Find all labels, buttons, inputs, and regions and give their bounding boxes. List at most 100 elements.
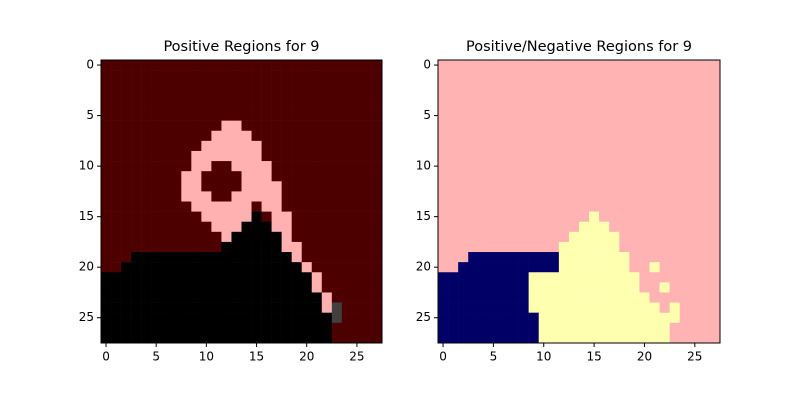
y-tick-label: 20	[416, 260, 431, 274]
cell	[361, 130, 373, 142]
cell	[488, 332, 499, 344]
cell	[659, 231, 670, 243]
cell	[558, 150, 570, 162]
cell	[448, 110, 459, 121]
cell	[341, 231, 353, 243]
cell	[371, 80, 383, 91]
cell	[231, 120, 242, 132]
cell	[261, 130, 272, 142]
cell	[271, 181, 282, 192]
cell	[101, 322, 112, 334]
cell	[528, 70, 540, 81]
cell	[438, 60, 449, 71]
cell	[141, 130, 152, 142]
cell	[488, 312, 499, 324]
cell	[261, 241, 272, 253]
cell	[568, 221, 580, 233]
cell	[709, 262, 721, 273]
cell	[151, 110, 162, 121]
cell	[351, 161, 363, 172]
cell	[191, 110, 202, 121]
cell	[649, 252, 660, 263]
cell	[669, 262, 681, 273]
cell	[341, 262, 353, 273]
cell	[121, 231, 132, 243]
cell	[331, 211, 343, 223]
cell	[221, 60, 232, 71]
cell	[241, 312, 252, 324]
cell	[609, 252, 620, 263]
cell	[231, 60, 242, 71]
cell	[121, 130, 132, 142]
cell	[528, 211, 540, 223]
cell	[161, 140, 172, 152]
cell	[699, 282, 711, 293]
cell	[438, 252, 449, 263]
cell	[649, 110, 660, 121]
cell	[181, 140, 192, 152]
cell	[538, 292, 550, 303]
cell	[321, 150, 333, 162]
cell	[211, 221, 222, 233]
cell	[438, 80, 449, 91]
cell	[669, 140, 681, 152]
cell	[251, 161, 262, 172]
cell	[131, 231, 142, 243]
cell	[609, 292, 620, 303]
cell	[161, 110, 172, 121]
cell	[111, 211, 122, 223]
cell	[589, 171, 600, 182]
cell	[281, 211, 292, 223]
x-tick-label: 0	[102, 350, 110, 364]
cell	[689, 140, 701, 152]
cell	[201, 211, 212, 223]
cell	[689, 292, 701, 303]
cell	[468, 201, 479, 212]
cell	[568, 110, 580, 121]
cell	[231, 181, 242, 192]
cell	[331, 282, 343, 293]
cell	[528, 272, 540, 283]
cell	[458, 332, 469, 344]
cell	[508, 322, 519, 334]
y-tick-label: 0	[423, 58, 431, 72]
cell	[649, 282, 660, 293]
cell	[579, 292, 590, 303]
cell	[589, 120, 600, 132]
cell	[498, 140, 509, 152]
cell	[271, 332, 282, 344]
cell	[161, 150, 172, 162]
cell	[241, 322, 252, 334]
cell	[629, 302, 640, 313]
cell	[478, 211, 489, 223]
cell	[171, 211, 182, 223]
cell	[589, 221, 600, 233]
cell	[141, 292, 152, 303]
cell	[211, 191, 222, 202]
cell	[568, 262, 580, 273]
cell	[498, 130, 509, 142]
cell	[261, 252, 272, 263]
cell	[221, 201, 232, 212]
cell	[689, 312, 701, 324]
cell	[438, 181, 449, 192]
cell	[341, 90, 353, 101]
cell	[458, 171, 469, 182]
cell	[659, 150, 670, 162]
cell	[141, 302, 152, 313]
cell	[508, 161, 519, 172]
cell	[171, 140, 182, 152]
cell	[568, 120, 580, 132]
cell	[131, 292, 142, 303]
cell	[579, 241, 590, 253]
cell	[709, 140, 721, 152]
cell	[458, 110, 469, 121]
cell	[161, 191, 172, 202]
cell	[371, 161, 383, 172]
cell	[321, 211, 333, 223]
cell	[341, 171, 353, 182]
cell	[639, 80, 650, 91]
cell	[468, 161, 479, 172]
cell	[161, 60, 172, 71]
cell	[629, 252, 640, 263]
